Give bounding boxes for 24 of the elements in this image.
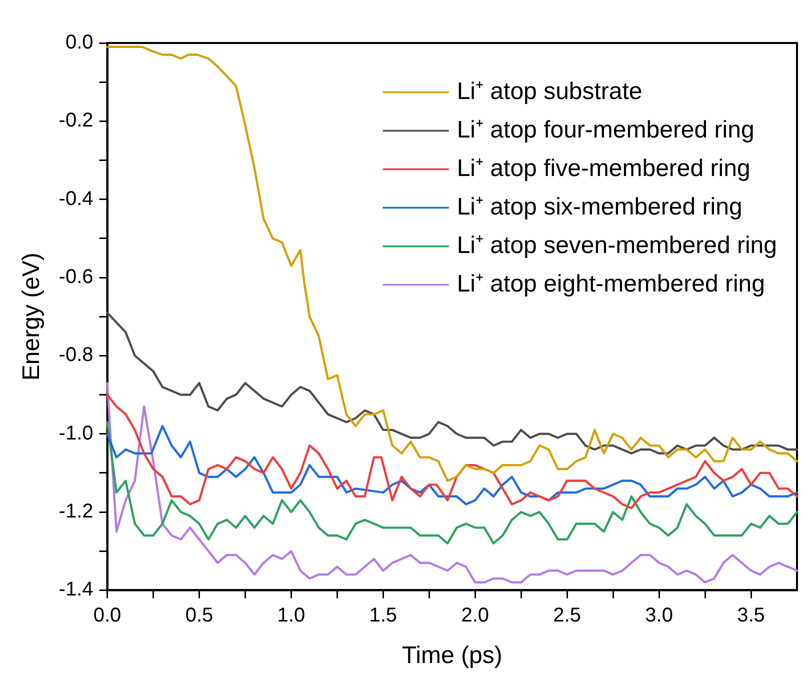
legend-label: Li⁺ atop eight-membered ring (456, 270, 766, 298)
x-tick-label: 1.5 (369, 604, 398, 627)
legend-label: Li⁺ atop substrate (456, 78, 642, 105)
x-tick-label: 3.5 (737, 604, 765, 627)
y-tick-label: -0.8 (58, 344, 94, 366)
y-tick-label: -1.0 (58, 422, 94, 444)
y-tick-label: -1.4 (58, 578, 94, 601)
y-tick-label: -0.4 (58, 188, 94, 210)
x-tick-label: 2.0 (461, 604, 490, 627)
x-axis-title: Time (ps) (402, 642, 502, 670)
x-tick-label: 0.0 (93, 604, 122, 627)
y-tick-label: -0.2 (58, 110, 94, 132)
x-tick-label: 0.5 (185, 604, 214, 627)
y-tick-label: -0.6 (58, 266, 94, 288)
legend-label: Li⁺ atop five-membered ring (456, 154, 750, 182)
legend-label: Li⁺ atop four-membered ring (456, 116, 754, 144)
x-tick-label: 3.0 (645, 604, 673, 627)
y-axis-title: Energy (eV) (18, 252, 46, 381)
legend-label: Li⁺ atop six-membered ring (456, 193, 742, 220)
x-tick-label: 2.5 (553, 604, 581, 627)
x-tick-label: 1.0 (277, 604, 306, 627)
y-tick-label: 0.0 (65, 32, 94, 54)
legend-label: Li⁺ atop seven-membered ring (456, 232, 778, 259)
y-tick-label: -1.2 (58, 500, 94, 523)
